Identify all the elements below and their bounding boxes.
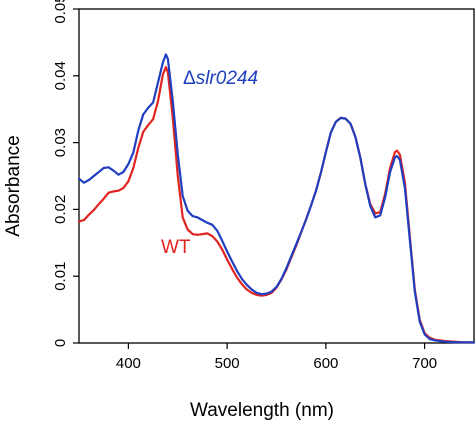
x-tick-label: 700	[412, 355, 437, 372]
y-tick-label: 0.01	[52, 262, 69, 291]
y-tick-label: 0.02	[52, 195, 69, 224]
series-line-0	[77, 65, 475, 344]
y-axis: 0 0.01 0.02 0.03 0.04 0.05	[52, 0, 79, 347]
y-axis-label: Absorbance	[3, 135, 24, 236]
x-tick-label: 400	[116, 355, 141, 372]
x-tick-label: 600	[313, 355, 338, 372]
series-line-1	[77, 53, 475, 344]
y-tick-label: 0.03	[52, 128, 69, 157]
x-axis-label: Wavelength (nm)	[190, 400, 334, 421]
y-tick-label: 0.05	[52, 0, 69, 24]
x-axis: 400 500 600 700	[116, 343, 437, 372]
series-label-0: WT	[161, 237, 191, 258]
plot-border	[78, 8, 475, 344]
plot-frame	[78, 8, 475, 344]
y-tick-label: 0.04	[52, 61, 69, 90]
x-tick-label: 500	[215, 355, 240, 372]
series-labels: WT Δslr0244	[161, 68, 258, 258]
y-tick-label: 0	[52, 339, 69, 347]
series-layer	[77, 53, 475, 344]
series-label-1: Δslr0244	[183, 68, 258, 89]
